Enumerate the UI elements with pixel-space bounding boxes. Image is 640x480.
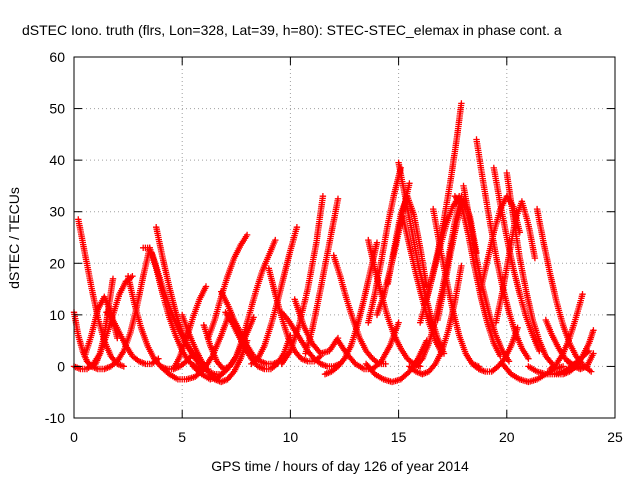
series-arc-12	[179, 311, 251, 386]
series-arc-42	[473, 136, 532, 362]
series-point	[109, 275, 117, 282]
series-point	[202, 283, 210, 290]
series-arc-20	[278, 309, 344, 370]
y-tick-label: 60	[49, 49, 65, 65]
chart-title: dSTEC Iono. truth (flrs, Lon=328, Lat=39…	[22, 22, 562, 38]
series-point	[243, 231, 251, 239]
y-tick-label: 40	[49, 152, 65, 168]
x-tick-label: 25	[607, 429, 623, 445]
x-tick-label: 20	[499, 429, 515, 445]
y-tick-label: 50	[49, 101, 65, 117]
label-layer: 0 5 10 15 20 25 -10 0 10 20 30 40 50 60	[45, 49, 623, 445]
x-tick-label: 15	[391, 429, 407, 445]
series-point	[334, 195, 342, 202]
series-point	[319, 193, 327, 200]
y-tick-label: 20	[49, 255, 65, 271]
series-point	[293, 224, 301, 231]
series-arc-23	[302, 195, 342, 357]
series-arc-21	[278, 193, 327, 368]
y-tick-label: -10	[45, 410, 65, 426]
y-tick-label: 0	[57, 358, 65, 374]
series-point	[272, 236, 279, 244]
y-axis-title: dSTEC / TECUs	[6, 187, 22, 289]
series-arc-6	[103, 309, 162, 368]
y-tick-label: 30	[49, 204, 65, 220]
x-tick-label: 0	[70, 429, 78, 445]
series-arc-14	[200, 236, 279, 373]
series-point	[120, 363, 127, 370]
x-tick-label: 5	[178, 429, 186, 445]
y-tick-label: 10	[49, 307, 65, 323]
x-tick-label: 10	[283, 429, 299, 445]
x-axis-title: GPS time / hours of day 126 of year 2014	[211, 458, 469, 474]
series-arc-15	[205, 231, 251, 342]
series-arc-3	[70, 273, 136, 373]
series-layer	[70, 100, 597, 386]
